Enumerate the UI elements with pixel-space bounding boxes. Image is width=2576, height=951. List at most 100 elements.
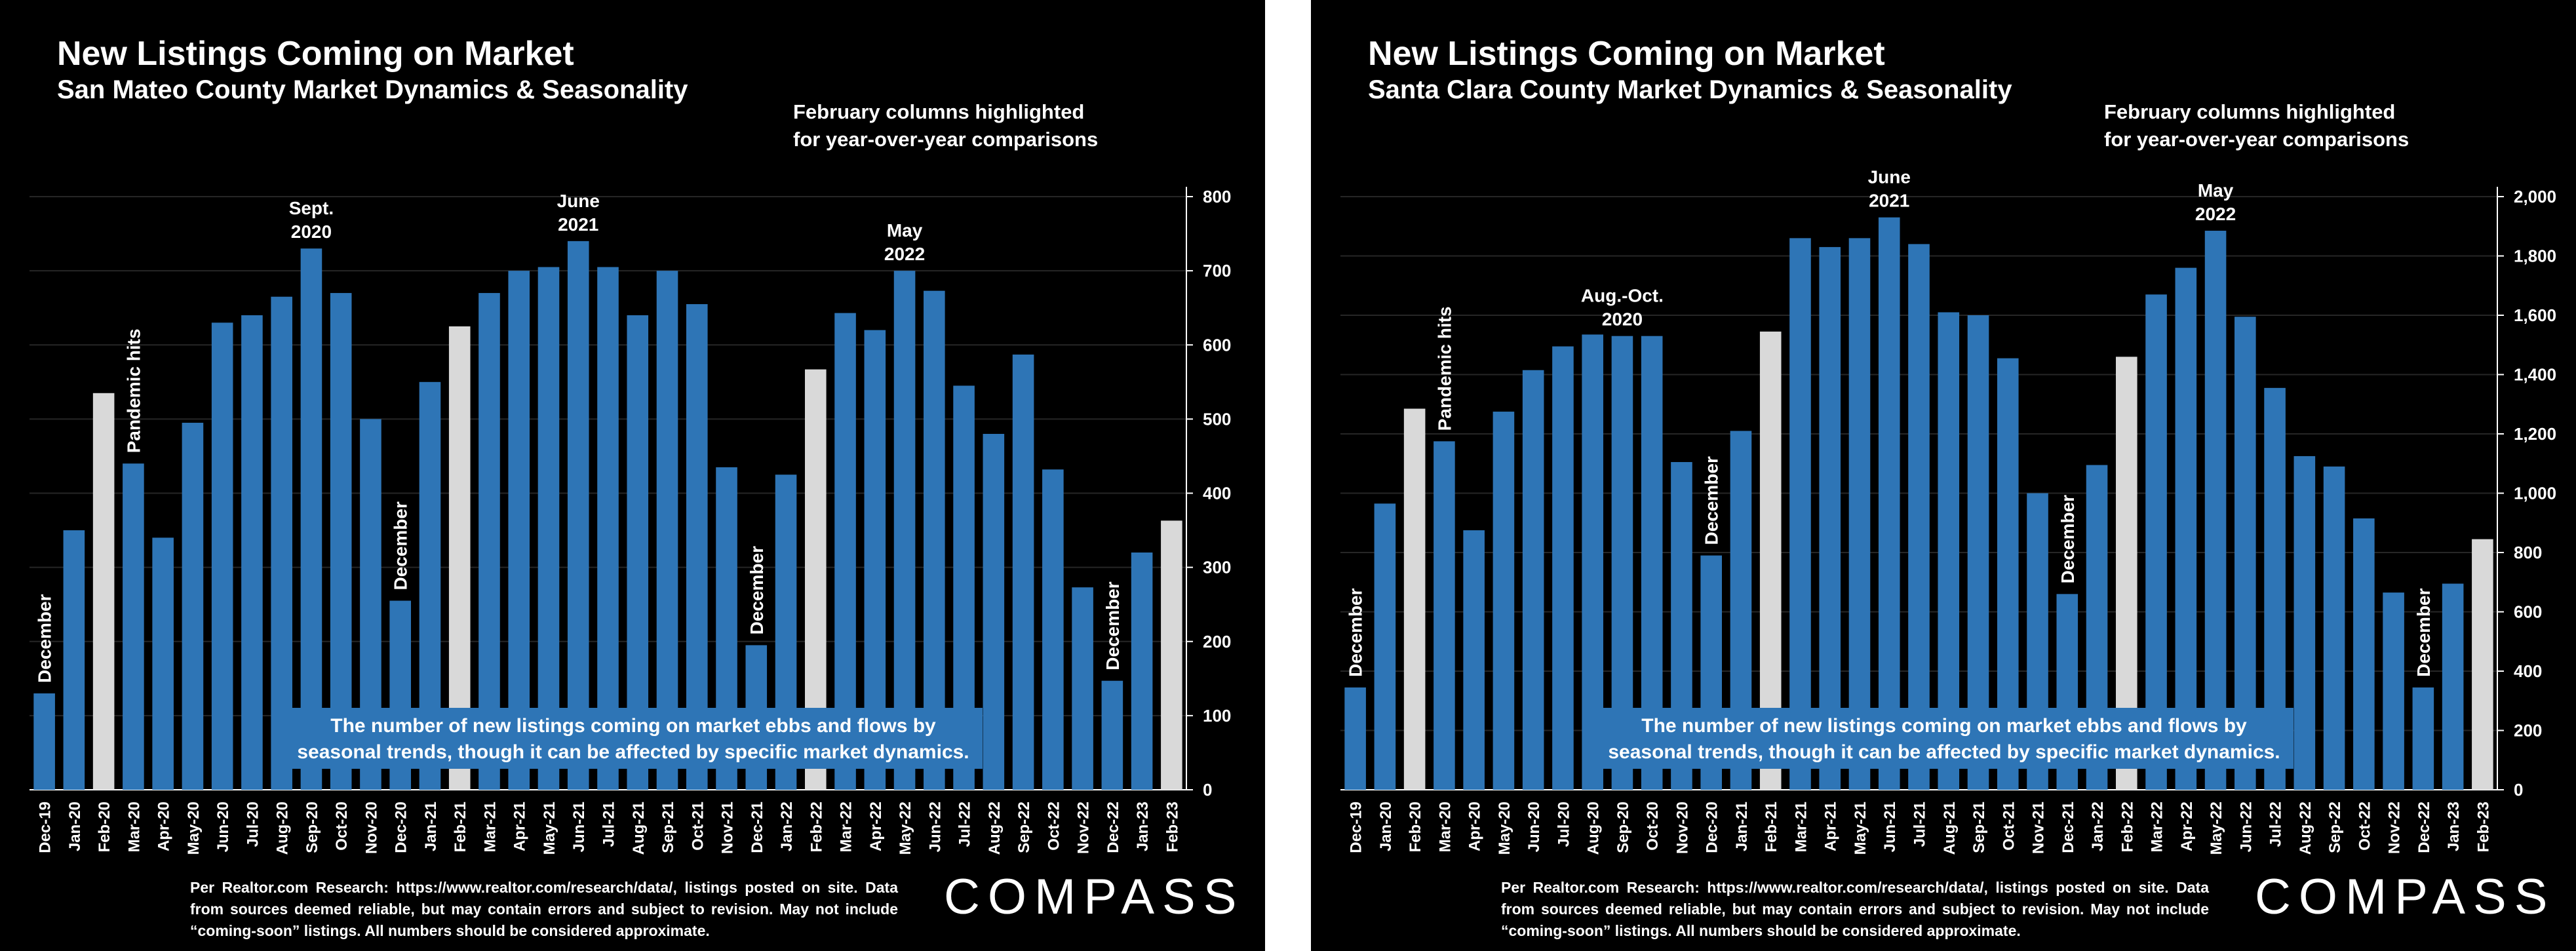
callout-box: The number of new listings coming on mar… [284,708,983,769]
annotation-label: Pandemic hits [1434,306,1454,431]
x-tick-label: Oct-20 [1644,802,1662,851]
x-tick-label: Aug-22 [2297,802,2314,855]
annotation-label: December [1346,588,1366,677]
bar [983,434,1005,790]
x-tick-label: Sep-20 [303,802,321,853]
x-tick-label: Jan-20 [66,802,84,851]
bar [2412,687,2434,790]
x-tick-label: May-20 [1496,802,1513,855]
y-tick-label: 400 [2514,661,2542,681]
x-tick-label: May-22 [897,802,914,855]
highlight-note: February columns highlighted for year-ov… [793,100,1099,151]
annotation-label: June 2021 [1868,167,1911,211]
annotation-label: December [391,501,411,591]
x-tick-label: Sep-22 [2326,802,2344,853]
bar [2442,583,2464,790]
x-tick-label: Apr-20 [155,802,173,851]
x-tick-label: Dec-20 [1704,802,1721,853]
bar [1522,370,1544,790]
x-tick-label: Oct-20 [333,802,351,851]
x-tick-label: Mar-22 [2149,802,2166,852]
x-tick-label: Jul-20 [1555,802,1572,847]
bar [300,248,322,790]
bar [1434,441,1455,790]
y-tick-label: 200 [1203,632,1231,651]
x-tick-label: Jan-21 [422,802,440,851]
bar [1131,553,1153,790]
bar [656,271,678,790]
y-tick-label: 700 [1203,261,1231,281]
x-tick-label: Aug-20 [274,802,292,855]
chart-subtitle: Santa Clara County Market Dynamics & Sea… [1368,75,2012,104]
bar [1878,217,1900,790]
x-tick-label: May-20 [185,802,203,855]
annotation-label: June 2021 [557,191,600,235]
x-tick-label: Apr-22 [867,802,885,851]
x-tick-label: Aug-22 [986,802,1004,855]
x-tick-label: Dec-21 [2059,802,2077,853]
x-tick-label: Mar-21 [481,802,499,852]
bar [2293,456,2316,790]
y-tick-label: 1,400 [2514,365,2556,385]
x-tick-label: Feb-22 [808,802,825,852]
x-tick-label: May-22 [2208,802,2225,855]
annotation-label: May 2022 [884,220,925,264]
x-tick-label: Apr-22 [2178,802,2196,851]
chart-title: New Listings Coming on Market [57,35,574,73]
bar [1789,238,1811,790]
bar [33,693,55,790]
bar [924,290,945,790]
annotation-label: Aug.-Oct. 2020 [1581,286,1664,330]
bar [63,530,85,790]
bar [2175,267,2197,790]
san-mateo-panel: 0 100 200 300 400 500 600 700 800 Dec-19 Jan-20 Feb… [0,0,1265,951]
chart-subtitle: San Mateo County Market Dynamics & Seaso… [57,75,688,104]
x-tick-label: May-21 [541,802,558,855]
x-tick-label: Jun-21 [1881,802,1899,852]
bar [1493,412,1515,790]
bar-highlighted [1403,408,1426,790]
bar [1908,244,1930,790]
x-tick-label: Jul-22 [956,802,974,847]
bar [123,463,144,790]
x-tick-label: Dec-20 [393,802,410,853]
bar-highlighted [92,393,115,790]
y-tick-label: 2,000 [2514,187,2556,206]
x-tick-label: Feb-20 [1407,802,1424,852]
y-tick-label: 1,000 [2514,484,2556,503]
bar [2204,231,2227,790]
bar [330,293,352,790]
bar [1552,346,1574,790]
x-tick-label: Feb-21 [1763,802,1780,852]
x-tick-label: Oct-21 [2000,802,2018,851]
x-tick-label: Feb-23 [1163,802,1181,852]
annotation-label: December [1103,581,1123,670]
y-tick-label: 300 [1203,558,1231,577]
x-tick-label: Jan-20 [1377,802,1395,851]
x-tick-label: Nov-22 [2386,802,2404,854]
annotation-label: Pandemic hits [123,328,144,453]
highlight-note: February columns highlighted for year-ov… [2104,100,2410,151]
y-tick-label: 400 [1203,484,1231,503]
bar [893,271,916,790]
x-tick-label: Jun-22 [926,802,944,852]
x-tick-label: Dec-22 [2415,802,2433,853]
x-tick-label: Jul-21 [600,802,618,847]
x-tick-label: Aug-20 [1585,802,1603,855]
annotation-label: December [1702,456,1722,545]
bar-highlighted [1161,520,1182,790]
source-footnote: Per Realtor.com Research: https://www.re… [190,879,898,939]
y-tick-label: 200 [2514,721,2542,741]
compass-logo: COMPASS [944,869,1245,925]
x-tick-label: Feb-20 [96,802,113,852]
bar [1012,354,1034,790]
x-tick-label: Mar-20 [125,802,143,852]
x-tick-label: Sep-21 [659,802,677,853]
compass-logo: COMPASS [2255,869,2556,925]
bar [1072,587,1093,790]
bar [152,537,174,790]
x-tick-label: Aug-21 [630,802,648,855]
callout-box: The number of new listings coming on mar… [1595,708,2293,769]
bar [2383,592,2404,790]
y-tick-label: 600 [2514,602,2542,622]
